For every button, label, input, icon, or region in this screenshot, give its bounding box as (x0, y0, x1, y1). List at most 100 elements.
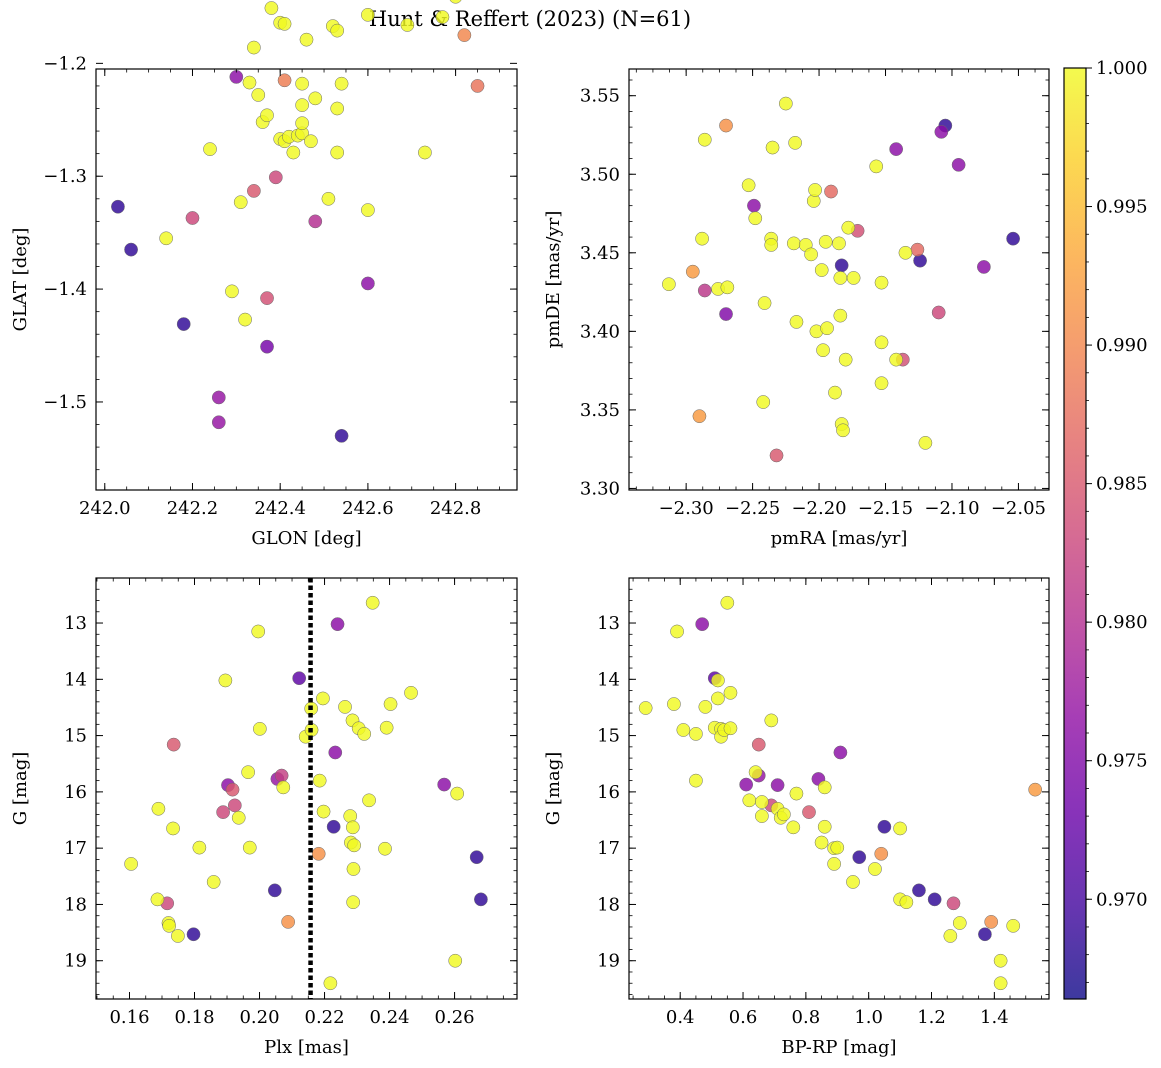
data-point (846, 271, 861, 285)
subplot-3: 0.16 0.18 0.20 0.22 0.24 0.26 13 14 15 16 17 18 19 Pl… (10, 577, 518, 1058)
data-point (833, 745, 848, 760)
y-tick-label: −1.3 (43, 166, 87, 187)
y-tick-label: 13 (597, 613, 620, 634)
y-tick-label: 15 (597, 726, 620, 747)
y-tick-label: −1.5 (43, 392, 87, 413)
data-point (437, 777, 452, 792)
data-point (171, 929, 185, 943)
data-point (662, 277, 676, 292)
data-point (457, 28, 472, 42)
data-point (877, 819, 892, 834)
data-point (260, 339, 274, 354)
data-point (242, 840, 257, 855)
x-tick-label: −2.05 (991, 498, 1046, 519)
data-point (827, 857, 841, 871)
y-axis-label: pmDE [mas/yr] (543, 211, 564, 349)
data-point (808, 183, 822, 197)
data-point (308, 91, 323, 106)
data-point (697, 283, 712, 298)
data-point (308, 214, 323, 229)
data-point (685, 264, 700, 279)
data-point (978, 927, 992, 942)
subplot-4: 0.4 0.6 0.8 1.0 1.2 1.4 13 14 15 16 17 18 19 BP-RP [m… (543, 577, 1050, 1058)
y-tick-label: 3.30 (580, 478, 620, 499)
x-axis-label: BP-RP [mag] (781, 1037, 896, 1058)
y-tick-label: −1.2 (43, 53, 87, 74)
data-point (260, 108, 274, 123)
y-tick-label: 3.40 (580, 321, 620, 342)
data-point (698, 700, 713, 714)
data-point (814, 835, 829, 850)
data-point (268, 170, 283, 185)
y-tick-label: 16 (597, 782, 620, 803)
y-tick-label: 18 (597, 894, 620, 915)
data-point (802, 805, 816, 819)
data-point (832, 236, 846, 251)
data-point (689, 727, 703, 741)
data-point (739, 777, 754, 792)
data-point (378, 841, 392, 856)
data-point (227, 798, 242, 813)
subplot-1: 242.0 242.2 242.4 242.6 242.8 −1.5 −1.4 −1.3 −1.… (10, 0, 518, 549)
data-point (346, 895, 360, 910)
y-tick-label: 17 (64, 838, 87, 859)
data-point (192, 840, 207, 855)
data-point (295, 76, 309, 91)
data-point (323, 976, 338, 991)
data-point (330, 101, 345, 116)
data-point (931, 305, 946, 320)
data-point (804, 247, 818, 262)
data-point (233, 195, 248, 210)
colorbar-tick-label: 0.980 (1096, 612, 1148, 633)
data-point (889, 352, 904, 367)
y-axis-label: GLAT [deg] (10, 228, 31, 332)
data-point (834, 258, 849, 273)
x-tick-label: 0.26 (435, 1007, 475, 1028)
data-point (251, 624, 266, 639)
x-tick-label: 0.24 (370, 1007, 410, 1028)
data-point (874, 275, 889, 290)
data-point (789, 786, 804, 801)
data-point (977, 260, 991, 274)
data-point (927, 892, 942, 907)
data-point (874, 846, 889, 861)
data-point (898, 245, 913, 260)
colorbar-tick-label: 1.000 (1096, 58, 1148, 79)
data-point (946, 896, 961, 911)
data-point (833, 271, 848, 285)
data-point (361, 203, 375, 217)
data-point (676, 723, 691, 737)
data-point (365, 595, 380, 610)
data-point (253, 721, 267, 736)
data-point (695, 231, 709, 246)
data-point (1006, 231, 1020, 246)
data-point (817, 780, 832, 795)
y-tick-label: 14 (64, 669, 87, 690)
data-point (357, 727, 372, 741)
data-point (765, 140, 780, 155)
scatter-points (638, 595, 1043, 991)
data-point (841, 220, 856, 235)
data-point (777, 807, 791, 822)
data-point (670, 624, 684, 639)
data-point (295, 116, 309, 131)
data-point (789, 315, 804, 329)
data-point (828, 385, 842, 400)
ticks (629, 69, 1049, 490)
x-tick-label: 242.8 (430, 498, 482, 519)
figure-title: Hunt & Reffert (2023) (N=61) (369, 7, 691, 31)
data-point (755, 809, 769, 823)
data-point (918, 436, 933, 450)
data-point (211, 415, 226, 430)
x-tick-label: 0.6 (729, 1007, 758, 1028)
data-point (838, 352, 853, 367)
x-tick-label: −2.15 (858, 498, 913, 519)
data-point (321, 191, 336, 206)
colorbar: 0.970 0.975 0.980 0.985 0.990 0.995 1.000 (1063, 58, 1148, 1000)
data-point (697, 132, 712, 147)
x-tick-label: 1.4 (980, 1007, 1009, 1028)
data-point (748, 765, 763, 780)
x-tick-label: 1.2 (917, 1007, 946, 1028)
y-tick-label: 14 (597, 669, 620, 690)
data-point (295, 98, 309, 112)
